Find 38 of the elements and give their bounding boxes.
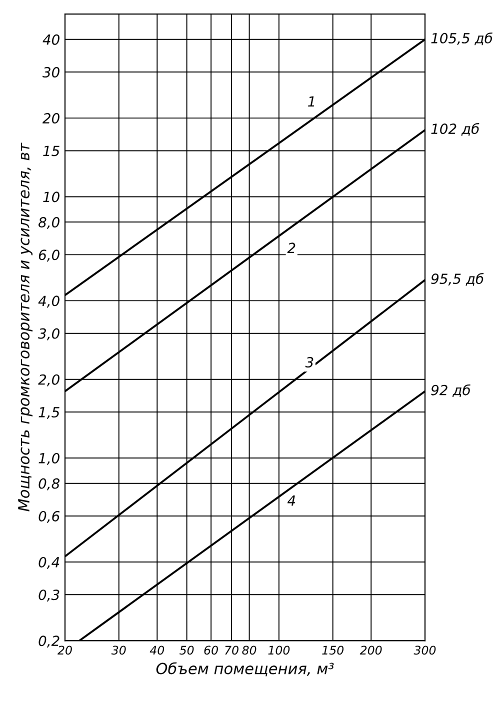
x-tick-label: 300 <box>414 646 436 655</box>
y-tick-label: 10 <box>43 192 60 202</box>
y-tick-label: 1,5 <box>38 407 60 419</box>
y-tick-label: 0,6 <box>38 510 60 523</box>
y-tick-label: 4,0 <box>38 296 60 308</box>
annotation: 1 <box>308 96 314 107</box>
y-tick-label: 0,3 <box>38 590 60 602</box>
y-tick-label: 20 <box>42 113 60 124</box>
x-tick-label: 50 <box>180 646 194 655</box>
x-tick-label: 150 <box>322 646 344 655</box>
y-axis-title: Мощность громкоговорителя и усилителя, вт <box>18 142 32 512</box>
x-tick-label: 70 <box>225 646 238 655</box>
annotation: 95,5 дб <box>431 273 484 286</box>
y-tick-label: 6,0 <box>38 250 60 262</box>
x-axis-title: Объем помещения, м³ <box>156 662 334 676</box>
annotation: 4 <box>287 495 296 506</box>
y-tick-label: 30 <box>42 67 60 78</box>
x-tick-label: 20 <box>58 646 72 655</box>
y-tick-label: 1,0 <box>38 452 60 465</box>
y-tick-label: 0,8 <box>38 478 60 490</box>
x-tick-label: 100 <box>268 646 290 655</box>
x-tick-label: 40 <box>150 646 164 655</box>
annotation: 102 дб <box>431 123 480 136</box>
x-tick-label: 200 <box>360 646 382 655</box>
y-tick-label: 3,0 <box>38 328 60 340</box>
annotation: 3 <box>305 357 314 368</box>
y-tick-label: 40 <box>42 34 60 45</box>
y-tick-label: 0,2 <box>38 636 60 648</box>
annotation: 92 дб <box>431 384 470 398</box>
y-tick-label: 0,4 <box>38 556 60 569</box>
y-tick-label: 2,0 <box>38 374 60 386</box>
y-tick-label: 15 <box>43 146 60 156</box>
annotation: 2 <box>287 242 296 253</box>
annotation: 105,5 дб <box>431 32 492 46</box>
x-tick-label: 30 <box>111 646 126 655</box>
y-tick-label: 8,0 <box>38 217 60 229</box>
x-tick-label: 60 <box>204 646 218 655</box>
x-tick-label: 80 <box>242 646 256 655</box>
